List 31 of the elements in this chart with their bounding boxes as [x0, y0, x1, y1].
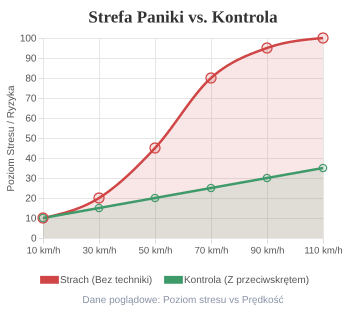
x-tick-label: 10 km/h — [26, 246, 60, 256]
point — [318, 164, 328, 172]
y-tick-label: 60 — [25, 114, 37, 124]
legend-label: Strach (Bez techniki) — [60, 274, 152, 286]
x-tick-label: 110 km/h — [304, 246, 343, 256]
x-tick-label: 70 km/h — [194, 246, 228, 256]
y-tick-label: 70 — [25, 94, 37, 104]
point — [205, 72, 217, 84]
x-tick-label: 90 km/h — [250, 246, 284, 256]
y-tick-label: 80 — [25, 74, 37, 84]
point — [261, 42, 273, 54]
y-tick-label: 0 — [30, 234, 37, 244]
chart-title: Strefa Paniki vs. Kontrola — [88, 8, 278, 27]
y-tick-label: 100 — [20, 34, 37, 44]
y-tick-label: 50 — [25, 134, 37, 144]
point — [206, 184, 216, 192]
point — [93, 192, 105, 204]
point — [262, 174, 272, 182]
point — [149, 142, 161, 154]
legend-label: Kontrola (Z przeciwskrętem) — [184, 274, 310, 286]
y-tick-label: 90 — [25, 54, 37, 64]
point — [94, 204, 104, 212]
y-tick-label: 30 — [25, 174, 37, 184]
x-tick-label: 50 km/h — [138, 246, 172, 256]
text: Dane poglądowe: Poziom stresu vs Prędkość — [82, 295, 284, 306]
point — [150, 194, 160, 202]
y-tick-label: 40 — [25, 154, 37, 164]
y-tick-label: 20 — [25, 194, 37, 204]
y-tick-label: 10 — [25, 214, 37, 224]
x-tick-label: 30 km/h — [82, 246, 116, 256]
y-axis-title: Poziom Stresu / Ryzyka — [6, 84, 17, 192]
